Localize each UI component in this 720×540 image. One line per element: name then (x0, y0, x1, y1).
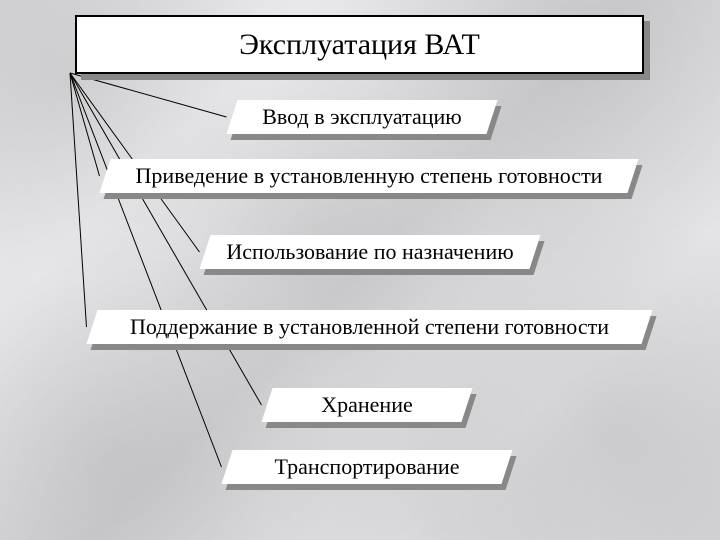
child-box: Хранение (261, 388, 472, 422)
child-box: Приведение в установленную степень готов… (99, 159, 638, 193)
child-label: Ввод в эксплуатацию (232, 100, 492, 134)
root-title-label: Эксплуатация ВАТ (239, 28, 480, 62)
child-box: Поддержание в установленной степени гото… (86, 310, 652, 344)
child-label: Транспортирование (227, 450, 507, 484)
child-label: Использование по назначению (205, 235, 535, 269)
child-box: Использование по назначению (199, 235, 540, 269)
child-label: Приведение в установленную степень готов… (105, 159, 633, 193)
child-box: Ввод в эксплуатацию (226, 100, 497, 134)
child-label: Поддержание в установленной степени гото… (92, 310, 647, 344)
child-label: Хранение (267, 388, 467, 422)
root-title-box: Эксплуатация ВАТ (75, 15, 644, 74)
child-box: Транспортирование (221, 450, 512, 484)
